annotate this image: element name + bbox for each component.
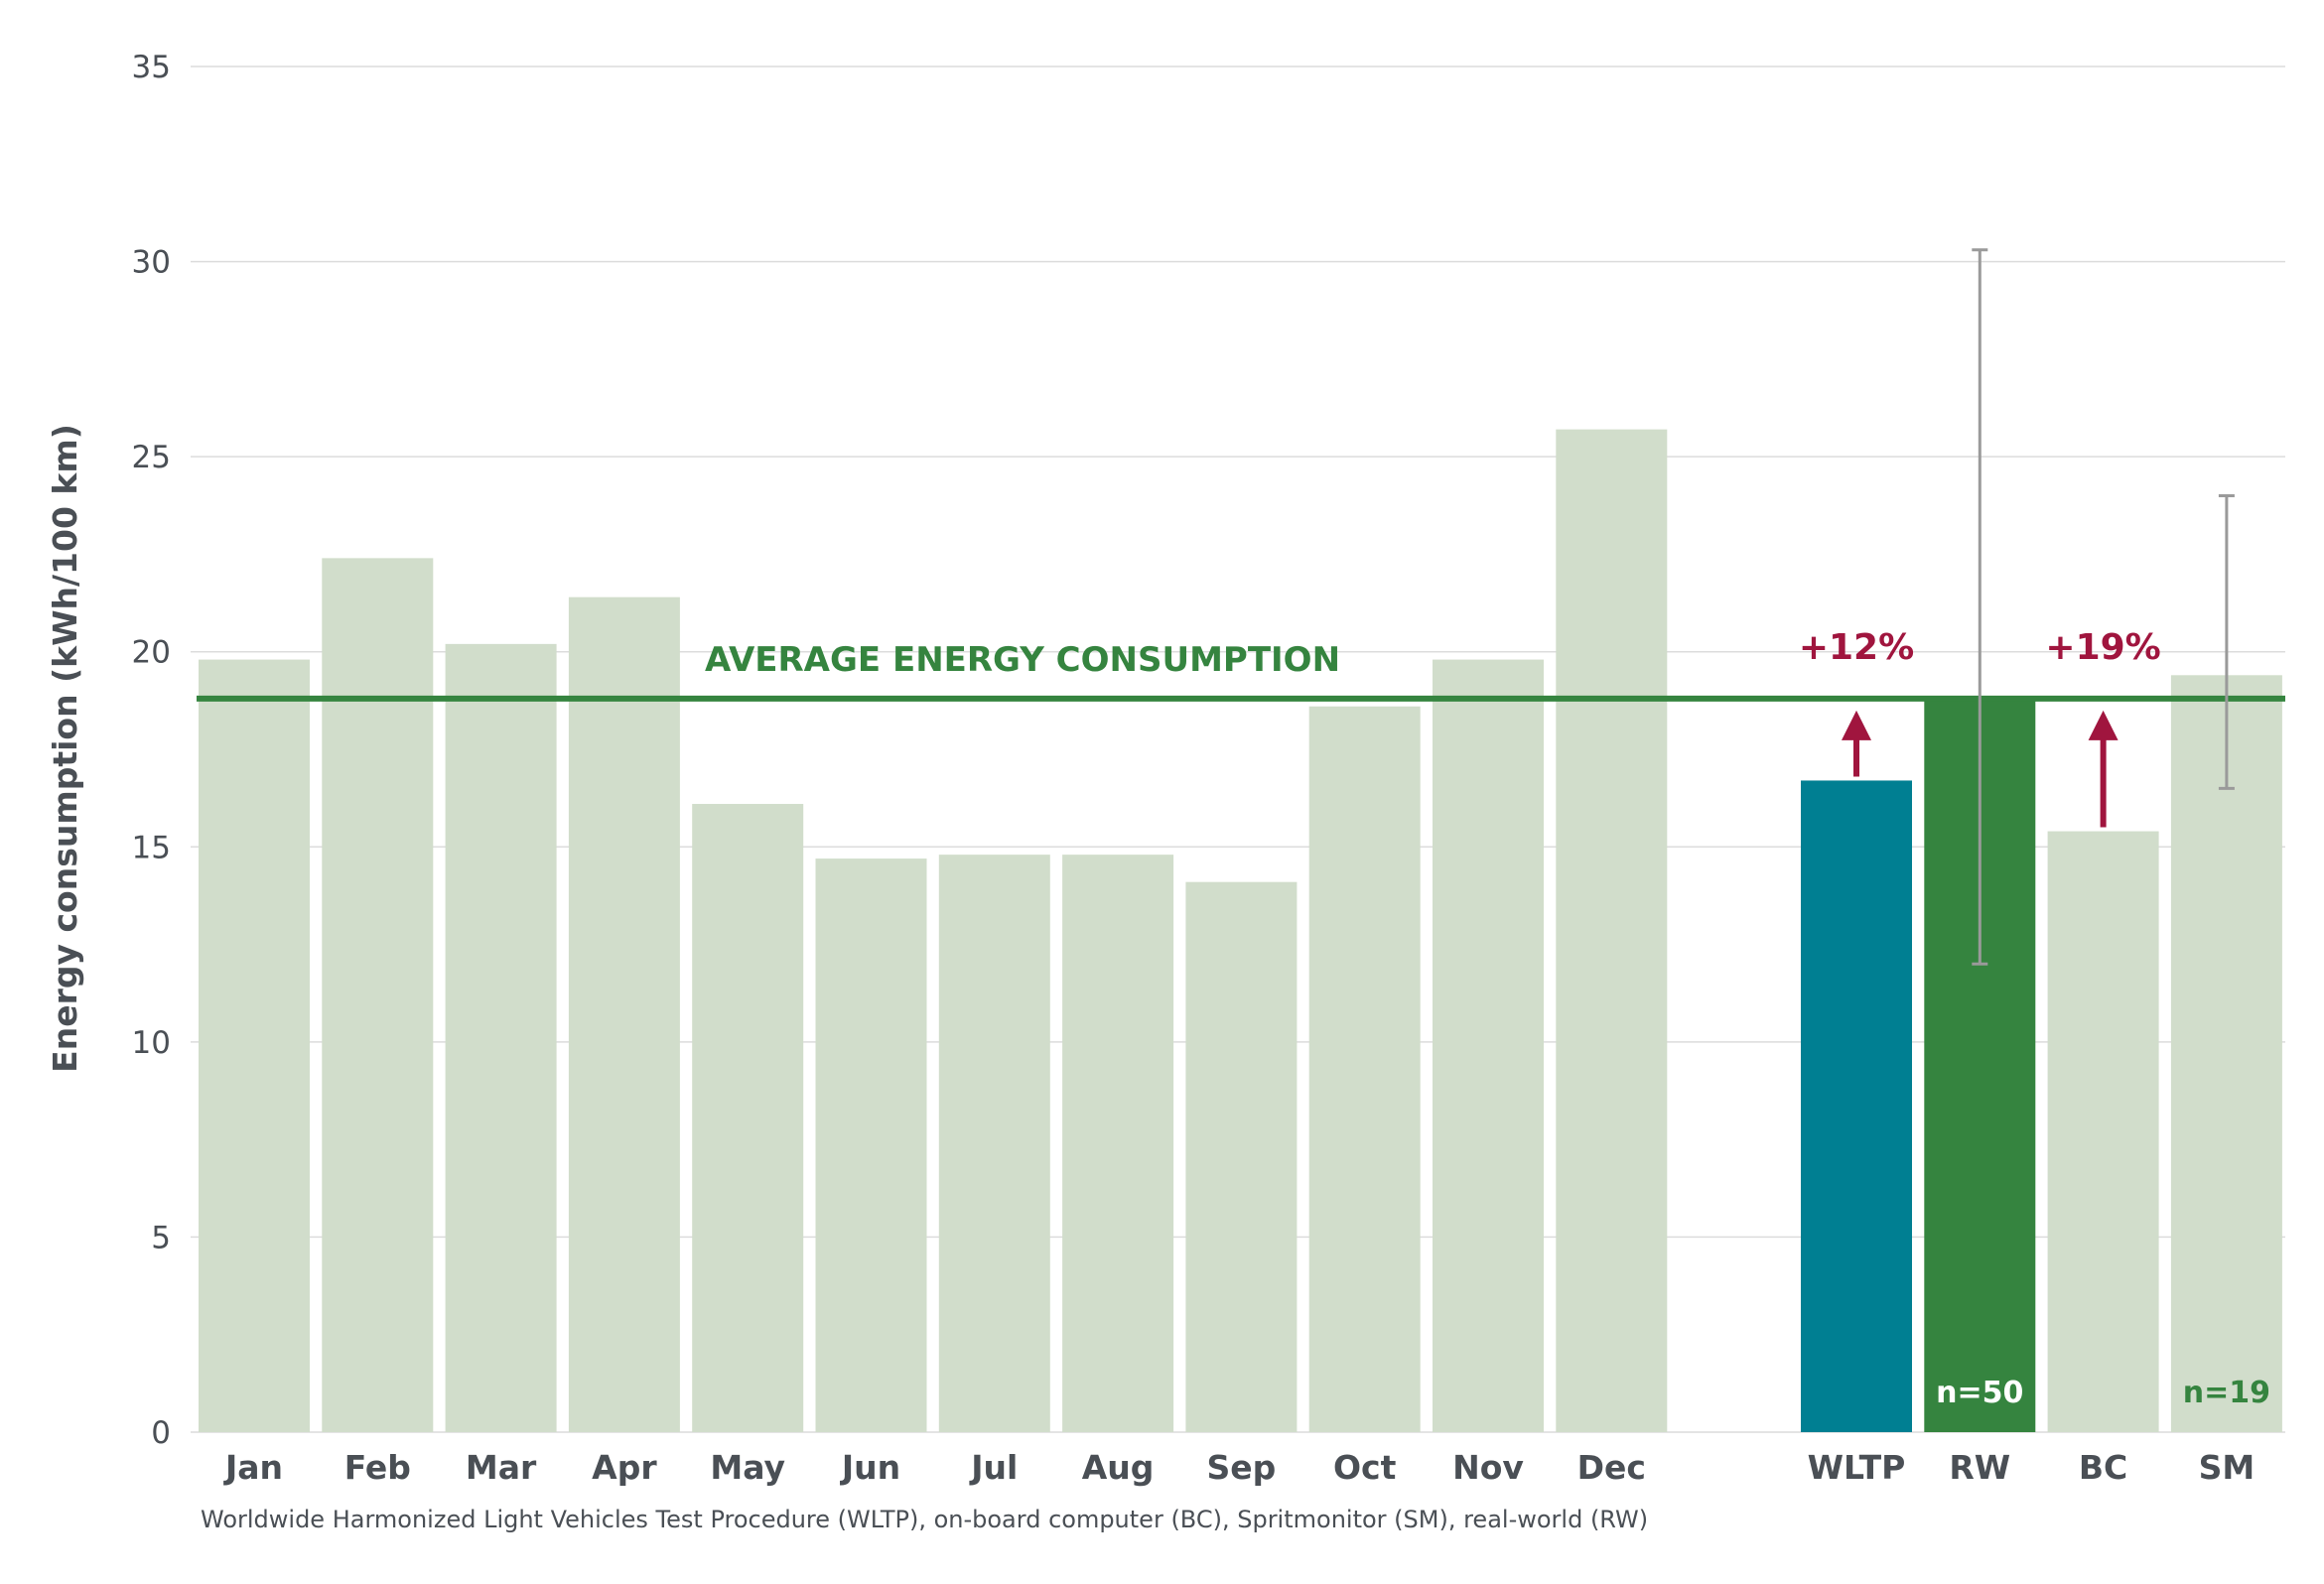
x-tick-label-aug: Aug xyxy=(1082,1448,1155,1487)
bar-sm xyxy=(2170,675,2282,1432)
y-tick-label-10: 10 xyxy=(132,1025,171,1061)
annotations: +12% +19% n=50 n=19 xyxy=(1799,627,2270,1410)
footnote: Worldwide Harmonized Light Vehicles Test… xyxy=(201,1506,1648,1533)
x-tick-label-jul: Jul xyxy=(969,1448,1018,1487)
bar-oct xyxy=(1308,706,1421,1432)
x-tick-label-jun: Jun xyxy=(840,1448,900,1487)
y-tick-label-30: 30 xyxy=(132,245,171,281)
bar-jul xyxy=(938,855,1050,1432)
x-tick-label-apr: Apr xyxy=(592,1448,657,1487)
arrow-bc-head xyxy=(2088,710,2119,740)
bars xyxy=(199,429,2282,1432)
bar-feb xyxy=(322,558,434,1432)
bar-jan xyxy=(199,659,310,1432)
x-tick-label-oct: Oct xyxy=(1333,1448,1397,1487)
x-tick-label-sep: Sep xyxy=(1207,1448,1277,1487)
bar-jun xyxy=(815,858,927,1432)
y-tick-label-15: 15 xyxy=(132,830,171,865)
bar-bc xyxy=(2047,831,2159,1432)
bar-aug xyxy=(1062,855,1174,1432)
x-tick-label-jan: Jan xyxy=(223,1448,283,1487)
y-tick-label-20: 20 xyxy=(132,635,171,671)
bar-may xyxy=(692,804,804,1432)
y-tick-label-25: 25 xyxy=(132,440,171,475)
x-tick-label-may: May xyxy=(710,1448,785,1487)
bar-sep xyxy=(1185,881,1298,1432)
axis-labels: 0 5 10 15 20 25 30 35 Jan Feb Mar Apr May Jun Jul Aug Se… xyxy=(132,50,2256,1487)
y-axis-title: Energy consumption (kWh/100 km) xyxy=(46,424,84,1073)
error-bars xyxy=(1972,248,2235,966)
y-tick-label-5: 5 xyxy=(151,1220,171,1255)
y-tick-label-35: 35 xyxy=(132,50,171,85)
x-tick-label-rw: RW xyxy=(1949,1448,2010,1487)
bar-dec xyxy=(1556,429,1668,1432)
bar-mar xyxy=(445,643,557,1432)
y-tick-label-0: 0 xyxy=(151,1415,171,1451)
x-tick-label-mar: Mar xyxy=(466,1448,537,1487)
x-tick-label-sm: SM xyxy=(2199,1448,2256,1487)
x-tick-label-feb: Feb xyxy=(344,1448,411,1487)
bar-apr xyxy=(568,596,680,1432)
x-tick-label-nov: Nov xyxy=(1452,1448,1524,1487)
n-label-sm: n=19 xyxy=(2183,1376,2270,1410)
average-line-label: AVERAGE ENERGY CONSUMPTION xyxy=(705,640,1340,680)
pct-label-bc: +19% xyxy=(2045,627,2160,668)
bar-nov xyxy=(1433,659,1544,1432)
x-tick-label-wltp: WLTP xyxy=(1808,1448,1906,1487)
arrow-wltp-head xyxy=(1842,710,1871,740)
n-label-rw: n=50 xyxy=(1936,1376,2023,1410)
x-tick-label-bc: BC xyxy=(2079,1448,2127,1487)
pct-label-wltp: +12% xyxy=(1799,627,1914,668)
average-line-group: AVERAGE ENERGY CONSUMPTION xyxy=(197,640,2285,702)
x-tick-label-dec: Dec xyxy=(1577,1448,1646,1487)
bar-wltp xyxy=(1801,780,1912,1432)
